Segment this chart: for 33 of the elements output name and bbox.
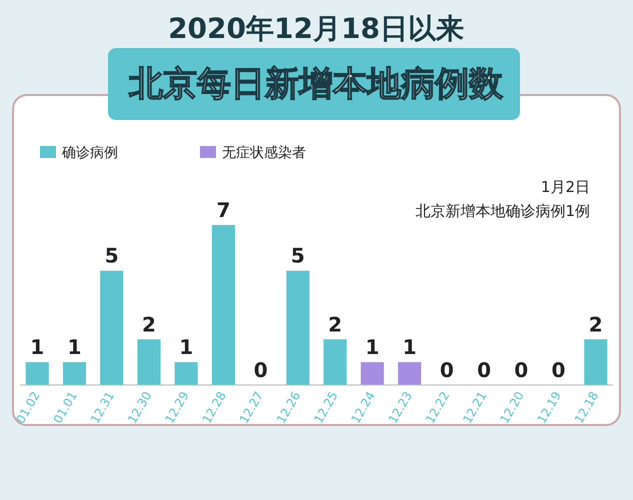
data-label: 1 xyxy=(179,335,194,360)
data-label: 0 xyxy=(514,358,528,382)
text: 1月2日 xyxy=(540,178,590,196)
data-label: 5 xyxy=(290,244,305,268)
data-label: 1 xyxy=(68,335,82,360)
bar xyxy=(286,270,310,385)
data-label: 2 xyxy=(142,312,156,336)
bar xyxy=(398,362,422,385)
data-label: 2 xyxy=(328,312,342,336)
data-label: 2 xyxy=(588,312,603,336)
legend-label: 无症状感染者 xyxy=(222,145,306,161)
chart-title: 2020年12月18日以来 xyxy=(168,12,464,45)
text: 北京新增本地确诊病例1例 xyxy=(415,202,590,220)
legend-label: 确诊病例 xyxy=(61,145,118,161)
bar xyxy=(26,362,49,385)
chart-subtitle: 北京每日新增本地病例数 xyxy=(128,64,504,104)
bar xyxy=(584,339,608,385)
bar xyxy=(360,362,384,385)
data-label: 5 xyxy=(104,244,119,268)
bar xyxy=(212,225,235,385)
data-label: 0 xyxy=(552,358,566,382)
data-label: 7 xyxy=(216,198,230,222)
data-label: 1 xyxy=(30,335,44,360)
bar xyxy=(174,362,198,385)
bar xyxy=(100,270,124,385)
bar xyxy=(137,339,160,385)
bar xyxy=(62,362,86,385)
data-label: 0 xyxy=(254,358,268,382)
data-label: 1 xyxy=(402,335,417,360)
bar xyxy=(324,339,347,385)
data-label: 0 xyxy=(440,358,454,382)
data-label: 0 xyxy=(477,358,491,382)
data-label: 1 xyxy=(365,335,380,360)
